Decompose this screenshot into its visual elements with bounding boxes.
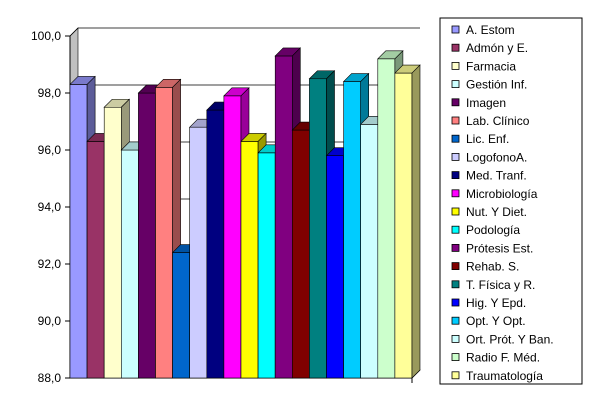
- legend-swatch: [451, 152, 460, 161]
- bar-front: [309, 78, 327, 379]
- legend-label: Rehab. S.: [466, 260, 519, 274]
- legend-swatch: [451, 334, 460, 343]
- legend-label: Lic. Enf.: [466, 132, 509, 146]
- legend-swatch: [451, 353, 460, 362]
- legend-label: Opt. Y Opt.: [466, 314, 526, 328]
- bar-front: [155, 87, 173, 379]
- legend-swatch: [451, 280, 460, 289]
- legend-swatch: [451, 371, 460, 380]
- bar-front: [103, 106, 122, 379]
- legend-label: Admón y E.: [466, 41, 528, 55]
- legend-label: Nut. Y Diet.: [466, 205, 527, 219]
- legend-swatch: [451, 316, 460, 325]
- legend-swatch: [451, 243, 460, 252]
- legend-swatch: [451, 298, 460, 307]
- legend: A. Estom Admón y E. Farmacia Gestión Inf. Im…: [439, 17, 583, 385]
- bar-front: [394, 72, 413, 379]
- bar-front: [206, 109, 225, 379]
- legend-label: Gestión Inf.: [466, 78, 527, 92]
- bar-front: [240, 141, 259, 379]
- legend-swatch: [451, 80, 460, 88]
- legend-label: Prótesis Est.: [466, 241, 533, 255]
- legend-label: Traumatología: [466, 369, 543, 383]
- bar-front: [326, 155, 344, 379]
- legend-swatch: [451, 25, 460, 34]
- legend-label: T. Física y R.: [466, 278, 535, 292]
- y-tick-label: 96,0: [38, 143, 62, 157]
- bar-front: [138, 92, 156, 379]
- bar-front: [69, 84, 88, 379]
- legend-label: Podología: [466, 223, 520, 237]
- legend-swatch: [451, 62, 460, 70]
- legend-label: Lab. Clínico: [466, 114, 530, 128]
- legend-label: Hig. Y Epd.: [466, 296, 526, 310]
- legend-swatch: [451, 225, 460, 234]
- y-tick-label: 88,0: [38, 371, 62, 385]
- legend-label: Radio F. Méd.: [466, 351, 540, 365]
- y-tick-label: 100,0: [31, 29, 61, 43]
- bar-front: [343, 81, 362, 379]
- legend-label: A. Estom: [466, 23, 515, 37]
- legend-label: Med. Tranf.: [466, 169, 527, 183]
- legend-swatch: [451, 98, 460, 107]
- legend-swatch: [451, 116, 460, 125]
- y-tick-label: 92,0: [38, 257, 62, 271]
- legend-swatch: [451, 262, 460, 271]
- gridline: [69, 27, 420, 37]
- legend-label: LogofonoA.: [466, 150, 527, 164]
- legend-label: Microbiología: [466, 187, 538, 201]
- bar-front: [86, 141, 105, 379]
- legend-swatch: [451, 43, 460, 52]
- legend-label: Imagen: [466, 96, 506, 110]
- legend-swatch: [451, 207, 460, 216]
- bar-front: [223, 95, 242, 379]
- legend-swatch: [451, 189, 460, 198]
- bar-front: [257, 152, 276, 379]
- bar: [394, 64, 421, 379]
- bar-front: [360, 124, 379, 379]
- legend-box: [439, 17, 583, 385]
- bar-front: [274, 55, 293, 379]
- bar-front: [121, 149, 139, 379]
- bar-front: [291, 129, 310, 379]
- legend-label: Ort. Prót. Y Ban.: [466, 332, 554, 346]
- legend-swatch: [451, 171, 460, 180]
- plot-area: 88,0 90,0 92,0 94,0 96,0 98,0 100,0: [31, 27, 421, 385]
- bar-side: [411, 64, 421, 379]
- bar-front: [189, 126, 208, 379]
- y-tick-label: 90,0: [38, 314, 62, 328]
- y-tick-label: 98,0: [38, 86, 62, 100]
- bar-front: [172, 252, 191, 379]
- legend-label: Farmacia: [466, 59, 516, 73]
- legend-swatch: [451, 134, 460, 143]
- bar-front: [377, 58, 396, 379]
- y-tick-label: 94,0: [38, 200, 62, 214]
